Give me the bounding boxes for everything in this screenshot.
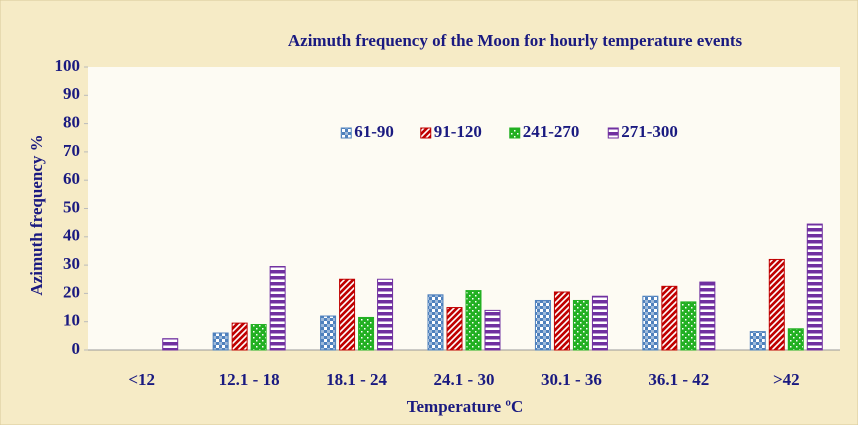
chart-title: Azimuth frequency of the Moon for hourly…	[288, 31, 743, 50]
bar	[320, 315, 337, 351]
x-tick-label: 18.1 - 24	[326, 370, 387, 389]
legend-swatch	[420, 127, 432, 139]
bar	[484, 309, 501, 351]
y-axis-title: Azimuth frequency %	[27, 134, 46, 295]
bar	[680, 301, 697, 351]
bar	[465, 290, 482, 351]
bar	[749, 331, 766, 351]
x-tick-label: 30.1 - 36	[541, 370, 602, 389]
legend-label: 61-90	[354, 122, 394, 141]
y-tick-label: 60	[63, 169, 80, 188]
bar	[699, 281, 716, 351]
x-tick-label: 12.1 - 18	[219, 370, 280, 389]
legend-label: 271-300	[621, 122, 678, 141]
y-tick-label: 20	[63, 282, 80, 301]
bar	[212, 332, 229, 351]
y-tick-label: 90	[63, 84, 80, 103]
bar	[768, 258, 785, 351]
bar	[446, 307, 463, 351]
y-tick-label: 80	[63, 113, 80, 132]
bar	[231, 322, 248, 351]
y-tick-label: 70	[63, 141, 80, 160]
bar	[572, 299, 589, 351]
x-axis-title: Temperature ºC	[407, 397, 524, 416]
bar	[787, 328, 804, 351]
x-tick-label: 36.1 - 42	[648, 370, 709, 389]
bar	[806, 223, 823, 351]
bar	[427, 294, 444, 351]
bar	[269, 266, 286, 351]
bar	[591, 295, 608, 351]
bar	[377, 278, 394, 351]
legend-swatch	[340, 127, 352, 139]
bar	[661, 285, 678, 351]
bar	[250, 324, 267, 351]
y-tick-label: 30	[63, 254, 80, 273]
y-tick-label: 0	[72, 339, 81, 358]
legend-label: 241-270	[523, 122, 580, 141]
y-tick-label: 40	[63, 226, 80, 245]
plot-area	[88, 67, 840, 350]
bar	[642, 295, 659, 351]
x-tick-label: 24.1 - 30	[434, 370, 495, 389]
legend-label: 91-120	[434, 122, 482, 141]
x-tick-label: <12	[128, 370, 155, 389]
bar	[339, 278, 356, 351]
y-tick-label: 100	[55, 56, 81, 75]
x-tick-label: >42	[773, 370, 800, 389]
y-tick-label: 10	[63, 311, 80, 330]
bar	[358, 316, 375, 351]
legend-swatch	[509, 127, 521, 139]
bar	[553, 291, 570, 351]
y-tick-label: 50	[63, 197, 80, 216]
legend-swatch	[607, 127, 619, 139]
bar	[534, 299, 551, 351]
bar	[162, 338, 179, 351]
